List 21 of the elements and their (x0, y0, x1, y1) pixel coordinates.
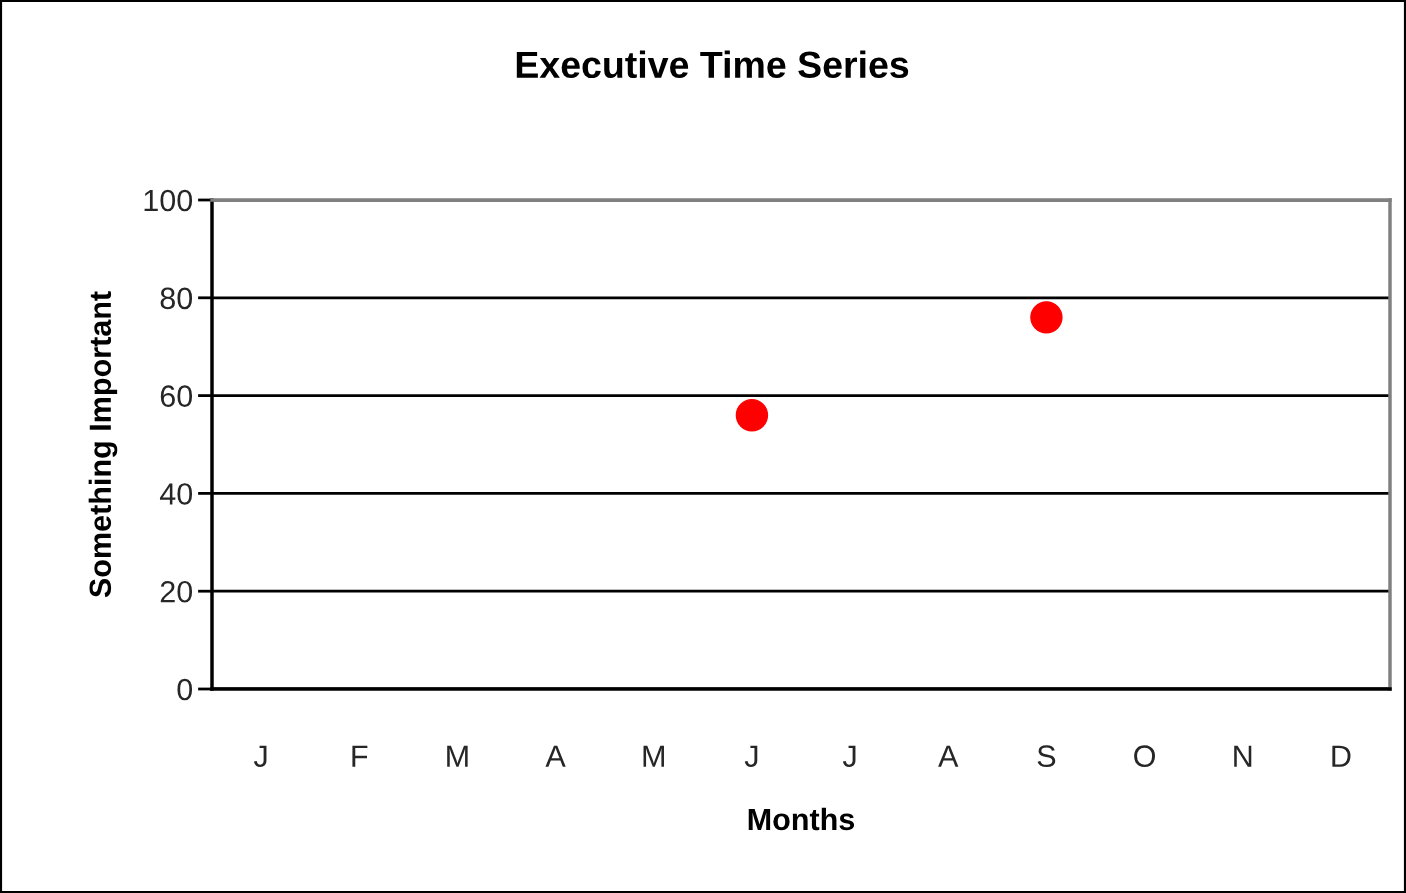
x-tick-label: S (1037, 745, 1056, 767)
x-tick-label: O (1134, 745, 1156, 767)
y-tick-label: 80 (160, 287, 193, 310)
chart-title: Executive Time Series (516, 50, 909, 79)
x-axis-title: Months (748, 807, 855, 831)
x-tick-label: M (643, 745, 664, 767)
x-tick-label: J (842, 745, 856, 767)
y-axis-title: Something Important (88, 291, 118, 598)
x-tick-label: F (352, 745, 368, 767)
x-tick-label: A (938, 745, 959, 767)
x-tick-label: J (253, 745, 267, 767)
y-tick-label: 40 (159, 483, 193, 505)
x-tick-label: A (545, 745, 566, 767)
x-tick-label: J (744, 745, 758, 767)
y-tick-label: 100 (144, 189, 193, 212)
x-tick-label: M (447, 745, 468, 767)
y-tick-label: 60 (160, 385, 193, 407)
x-tick-label: N (1234, 745, 1252, 767)
x-tick-label: D (1332, 745, 1351, 767)
y-tick-label: 20 (160, 580, 193, 603)
y-tick-label: 0 (177, 678, 193, 701)
